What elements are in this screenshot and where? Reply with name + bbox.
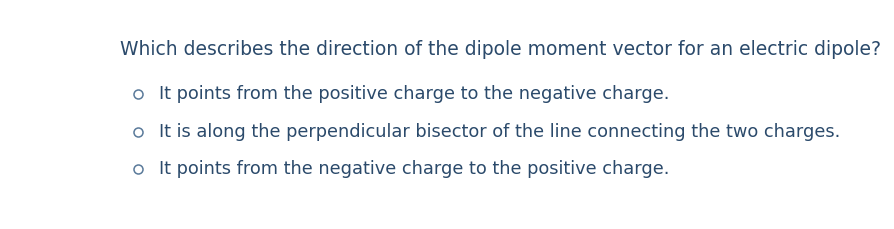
- Text: It points from the negative charge to the positive charge.: It points from the negative charge to th…: [159, 160, 670, 177]
- Text: Which describes the direction of the dipole moment vector for an electric dipole: Which describes the direction of the dip…: [120, 40, 881, 59]
- Text: It points from the positive charge to the negative charge.: It points from the positive charge to th…: [159, 85, 670, 104]
- Text: It is along the perpendicular bisector of the line connecting the two charges.: It is along the perpendicular bisector o…: [159, 123, 840, 141]
